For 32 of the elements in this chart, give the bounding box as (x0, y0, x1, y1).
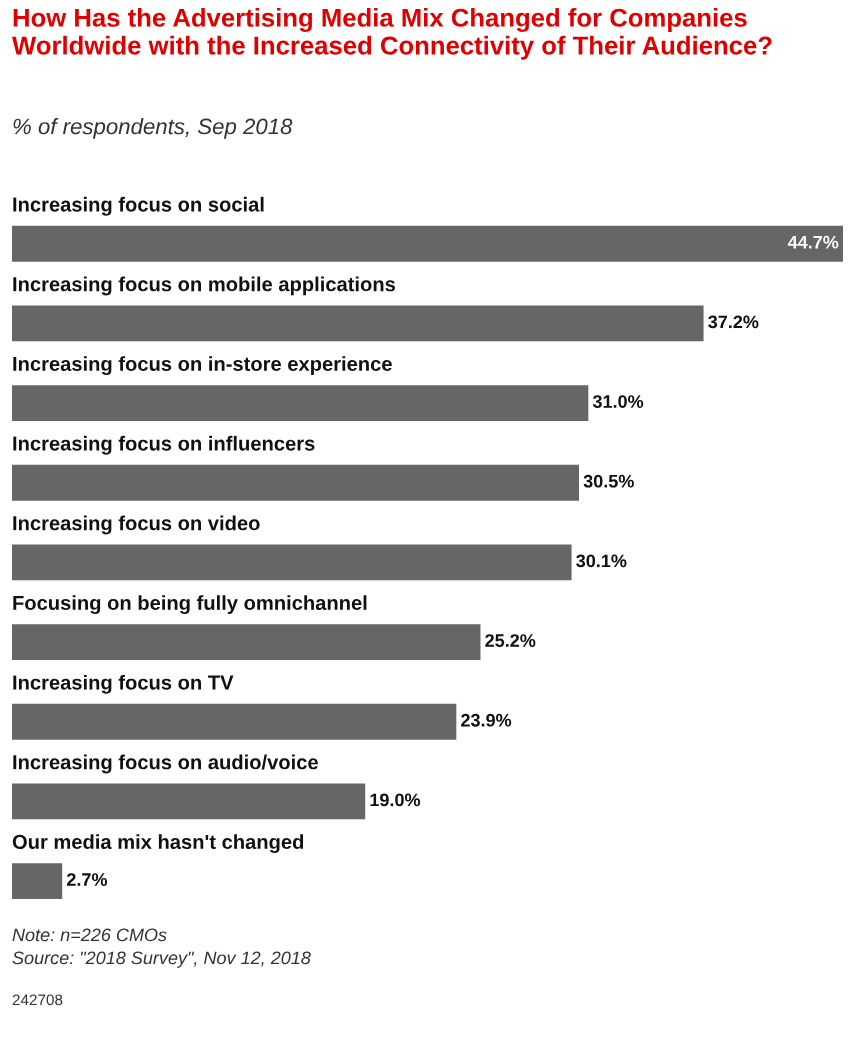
data-label: 44.7% (787, 235, 839, 249)
data-label: 25.2% (485, 634, 536, 647)
y-tick-label: Increasing focus on video (13, 515, 260, 535)
data-label: 2.7% (66, 873, 108, 886)
data-label: 31.0% (592, 395, 644, 408)
y-tick-label: Increasing focus on mobile applications (13, 276, 395, 296)
y-tick-label: Increasing focus on in-store experience (13, 356, 392, 376)
y-tick-label: Our media mix hasn't changed (12, 834, 304, 854)
bar (12, 305, 704, 342)
y-tick-label: Increasing focus on influencers (13, 435, 315, 455)
source-note: Source: "2018 Survey", Nov 12, 2018 (12, 951, 311, 968)
bar (12, 703, 457, 740)
text: 242708 (12, 994, 63, 1006)
data-label: 23.9% (461, 713, 512, 727)
chart-subtitle: % of respondents, Sep 2018 (13, 118, 293, 139)
bar (12, 863, 63, 900)
bar (12, 624, 481, 661)
bar (12, 385, 589, 421)
chart-title: How Has the Advertising Media Mix Changed for Companies Worldwide with the Increased Connectivity of Their Audience? (12, 8, 772, 60)
y-tick-label: Increasing focus on TV (13, 674, 234, 694)
y-tick-label: Focusing on being fully omnichannel (13, 595, 367, 615)
bar (12, 544, 572, 581)
data-label: 30.5% (583, 474, 634, 488)
text: Note: n=226 CMOs (12, 928, 167, 942)
bar (12, 225, 843, 262)
data-label: 30.1% (576, 554, 627, 568)
bar (12, 783, 366, 820)
data-label: 37.2% (708, 315, 759, 329)
y-tick-label: Increasing focus on audio/voice (13, 754, 318, 774)
y-tick-label: Increasing focus on social (13, 196, 264, 216)
data-label: 19.0% (370, 793, 421, 807)
bar (12, 464, 580, 501)
